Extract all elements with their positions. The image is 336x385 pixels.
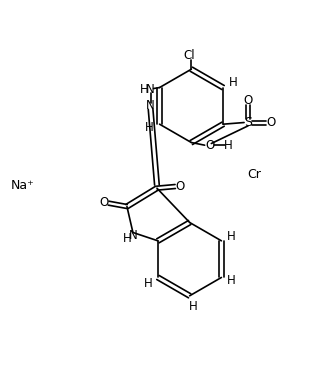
- Text: N: N: [146, 83, 155, 96]
- Text: Na⁺: Na⁺: [11, 179, 35, 192]
- Text: O: O: [266, 116, 275, 129]
- Text: O: O: [244, 94, 253, 107]
- Text: N: N: [146, 99, 155, 112]
- Text: H: H: [144, 121, 153, 134]
- Text: O: O: [205, 139, 214, 152]
- Text: H: H: [188, 300, 197, 313]
- Text: H: H: [227, 274, 236, 287]
- Text: O: O: [176, 180, 185, 193]
- Text: H: H: [223, 139, 233, 152]
- Text: H: H: [144, 277, 153, 290]
- Text: O: O: [100, 196, 109, 209]
- Text: H: H: [229, 76, 238, 89]
- Text: H: H: [140, 83, 149, 96]
- Text: Cr: Cr: [248, 168, 261, 181]
- Text: Cl: Cl: [184, 49, 196, 62]
- Text: H: H: [123, 232, 131, 245]
- Text: N: N: [129, 229, 137, 242]
- Text: H: H: [227, 230, 236, 243]
- Text: S: S: [244, 116, 252, 129]
